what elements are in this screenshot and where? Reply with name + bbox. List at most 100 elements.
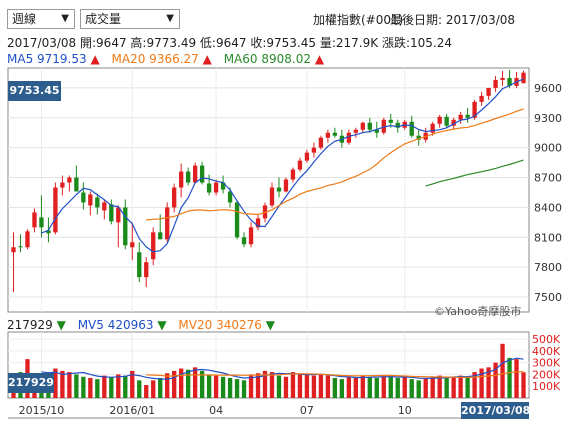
candle-body [116, 207, 121, 223]
volume-bar [423, 377, 428, 398]
volume-bar [109, 376, 114, 398]
volume-bar [248, 374, 254, 398]
chevron-down-icon: ▼ [166, 13, 174, 24]
mv20-label: MV20 340276 [178, 318, 262, 332]
volume-bar [137, 380, 142, 398]
quote-high: 高:9773.49 [130, 36, 197, 50]
volume-bar [318, 374, 324, 398]
stock-title: 加權指數(#001) [313, 13, 404, 27]
volume-bar [165, 373, 170, 398]
volume-bar [283, 376, 289, 398]
x-tick-label: 2016/01 [109, 404, 155, 417]
price-tick-label: 9300 [534, 112, 562, 125]
candle-body [325, 132, 331, 138]
candle-body [479, 95, 484, 102]
volume-bar [332, 377, 338, 398]
candle-body [395, 122, 400, 128]
volume-bar [185, 369, 191, 398]
candle-body [39, 217, 44, 228]
candle-body [500, 77, 505, 80]
volume-bar [220, 376, 226, 398]
candle-body [507, 77, 512, 86]
volume-bar [130, 370, 135, 398]
candle-body [172, 187, 177, 208]
candle-body [11, 247, 16, 253]
candle-body [521, 72, 526, 84]
candle-body [297, 160, 303, 170]
volume-bar [444, 377, 449, 398]
volume-bar [95, 379, 100, 398]
volume-bar [241, 380, 247, 398]
quote-date: 2017/03/08 [7, 36, 77, 50]
candle-body [185, 171, 191, 183]
chevron-down-icon: ▼ [61, 13, 69, 24]
volume-bar [116, 374, 121, 398]
ma5-label: MA5 9719.53 [7, 52, 87, 66]
ma5-legend: MA5 9719.53 ▲ [7, 52, 100, 66]
volume-bar [493, 362, 498, 398]
volume-bar [234, 379, 240, 398]
candle-body [458, 114, 463, 120]
candle-body [269, 187, 275, 206]
candle-body [158, 232, 163, 240]
candle-body [18, 246, 23, 248]
x-tick-label: 07 [300, 404, 314, 417]
candle-body [213, 182, 219, 193]
candle-body [95, 197, 100, 208]
period-select-value: 週線 [12, 12, 37, 26]
last-date-tag: 2017/03/08 [461, 402, 531, 419]
candle-body [199, 165, 205, 183]
candle-body [60, 182, 65, 188]
candle-body [472, 101, 477, 118]
candle-body [88, 194, 93, 206]
candle-body [311, 147, 317, 153]
x-tick-label: 04 [209, 404, 223, 417]
period-select[interactable]: 週線 ▼ [7, 9, 75, 29]
indicator-select[interactable]: 成交量 ▼ [80, 9, 180, 29]
volume-bar [262, 370, 268, 398]
volume-bar [465, 376, 470, 398]
volume-bar [514, 359, 519, 398]
volume-bar [123, 375, 128, 398]
price-tick-label: 8700 [534, 172, 562, 185]
last-close-tag: 9753.45 [8, 81, 61, 101]
indicator-select-value: 成交量 [85, 12, 122, 26]
quote-volume: 量:217.9K [319, 36, 379, 50]
volume-bar [500, 343, 505, 398]
candle-body [276, 187, 282, 192]
ma20-label: MA20 9366.27 [111, 52, 199, 66]
volume-bar [507, 357, 512, 398]
volume-bar [304, 374, 310, 398]
candle-body [192, 165, 198, 183]
up-arrow-icon: ▲ [314, 52, 325, 66]
mv5-legend: MV5 420963 ▼ [78, 318, 167, 332]
volume-bar [402, 376, 407, 398]
ma60-line [425, 159, 524, 187]
ma60-legend: MA60 8908.02 ▲ [224, 52, 324, 66]
up-arrow-icon: ▲ [202, 52, 212, 66]
volume-panel-frame [7, 331, 530, 399]
volume-tick-label: 200K [532, 368, 561, 381]
volume-bar [276, 375, 282, 398]
price-tick-label: 9600 [534, 82, 562, 95]
candle-body [130, 242, 135, 248]
ma60-label: MA60 8908.02 [223, 52, 311, 66]
volume-value-legend: 217929 ▼ [7, 318, 66, 332]
volume-bar [346, 376, 352, 398]
volume-bar [192, 367, 198, 398]
candle-body [179, 171, 184, 188]
volume-bar [179, 368, 184, 398]
volume-bar [60, 370, 65, 398]
candle-body [220, 182, 226, 190]
mv5-label: MV5 420963 [77, 318, 154, 332]
candle-body [451, 119, 456, 126]
candle-body [144, 262, 149, 278]
candle-body [381, 119, 386, 133]
volume-bar [199, 370, 205, 398]
volume-bar [74, 374, 79, 398]
volume-bar [88, 377, 93, 398]
candle-body [137, 252, 142, 278]
price-tick-label: 8400 [534, 201, 562, 214]
ma5-line [41, 78, 524, 253]
